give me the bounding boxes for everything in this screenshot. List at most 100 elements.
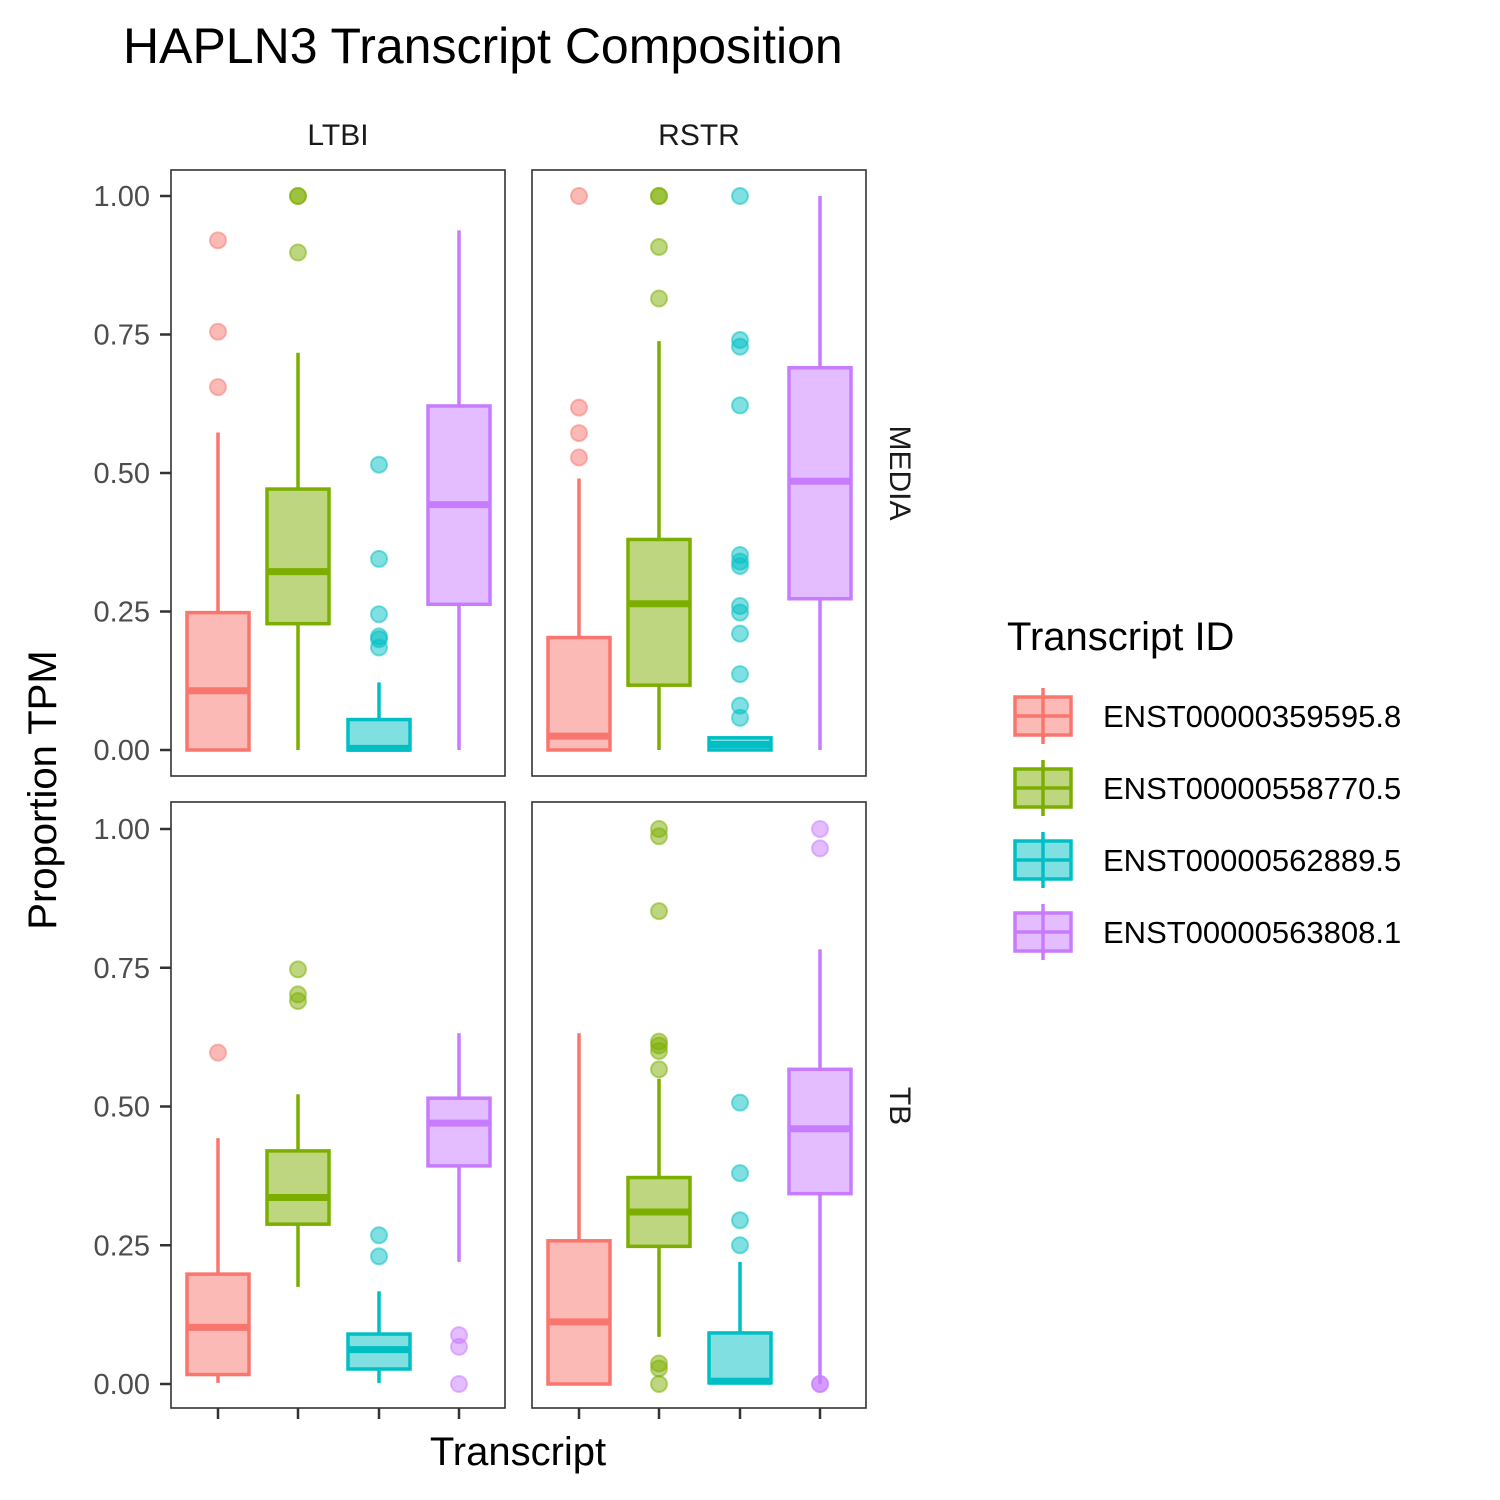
outlier-point xyxy=(731,1211,749,1230)
outlier-point xyxy=(370,605,388,624)
box-enst00000563808-1 xyxy=(787,820,853,1393)
box-enst00000562889-5 xyxy=(346,455,412,752)
y-tick-label: 0.50 xyxy=(94,1092,150,1124)
outlier-point xyxy=(570,448,588,467)
outlier-point xyxy=(650,237,668,256)
strip-label-tb: TB xyxy=(883,1087,916,1125)
outlier-point xyxy=(650,289,668,308)
outlier-point xyxy=(811,820,829,838)
y-tick-label: 0.75 xyxy=(94,953,150,985)
box-enst00000562889-5 xyxy=(346,1226,412,1383)
y-tick-label: 0.50 xyxy=(94,458,150,490)
outlier-point xyxy=(650,1060,668,1079)
outlier-point xyxy=(450,1326,468,1345)
outlier-point xyxy=(650,1354,668,1373)
strip-label-rstr: RSTR xyxy=(658,119,740,152)
y-tick-label: 1.00 xyxy=(94,814,150,846)
legend-label: ENST00000562889.5 xyxy=(1103,843,1401,878)
outlier-point xyxy=(731,624,749,643)
strip-label-ltbi: LTBI xyxy=(307,119,368,152)
outlier-point xyxy=(650,1032,668,1051)
outlier-point xyxy=(209,1043,227,1062)
outlier-point xyxy=(570,424,588,443)
box-enst00000562889-5 xyxy=(707,187,773,752)
axes-layer: 0.00 0.25 0.50 0.75 1.00 0.00 0.25 0.50 0.75 1.00 xyxy=(94,181,822,1419)
box-enst00000359595-8 xyxy=(185,1043,251,1383)
outlier-point xyxy=(370,627,388,646)
y-tick-label: 0.25 xyxy=(94,597,150,629)
outlier-point xyxy=(209,231,227,250)
box-iqr xyxy=(626,537,692,687)
outlier-point xyxy=(731,596,749,615)
box-iqr xyxy=(707,1331,773,1385)
outlier-point xyxy=(289,187,307,205)
outlier-point xyxy=(289,985,307,1004)
box-iqr xyxy=(426,1096,492,1168)
box-enst00000359595-8 xyxy=(546,1033,612,1386)
x-axis-title: Transcript xyxy=(430,1430,606,1474)
outlier-point xyxy=(650,187,668,205)
legend-item-enst00000562889-5: ENST00000562889.5 xyxy=(1013,832,1401,888)
outlier-point xyxy=(370,1247,388,1266)
outlier-point xyxy=(209,378,227,397)
outlier-point xyxy=(370,549,388,568)
box-enst00000558770-5 xyxy=(626,187,692,750)
box-enst00000359595-8 xyxy=(185,231,251,752)
outlier-point xyxy=(650,902,668,921)
outlier-point xyxy=(731,396,749,415)
outlier-point xyxy=(731,1093,749,1112)
box-iqr xyxy=(546,635,612,752)
panel-rstr-tb xyxy=(531,801,867,1409)
box-iqr xyxy=(265,487,331,626)
outlier-point xyxy=(289,243,307,262)
box-enst00000562889-5 xyxy=(707,1093,773,1385)
outlier-point xyxy=(811,839,829,858)
outlier-point xyxy=(289,960,307,979)
outlier-point xyxy=(731,665,749,684)
y-tick-label: 0.00 xyxy=(94,735,150,767)
outlier-point xyxy=(570,187,588,205)
box-enst00000558770-5 xyxy=(626,820,692,1393)
box-iqr xyxy=(265,1149,331,1226)
legend-item-enst00000558770-5: ENST00000558770.5 xyxy=(1013,760,1401,816)
y-tick-label: 0.75 xyxy=(94,320,150,352)
outlier-point xyxy=(731,1236,749,1255)
box-enst00000563808-1 xyxy=(426,230,492,750)
y-tick-label: 0.25 xyxy=(94,1230,150,1262)
panel-ltbi-tb xyxy=(170,801,506,1409)
strip-label-media: MEDIA xyxy=(883,425,916,520)
legend-title: Transcript ID xyxy=(1007,615,1234,659)
panels-layer xyxy=(170,169,867,1409)
box-enst00000359595-8 xyxy=(546,187,612,752)
y-tick-label: 1.00 xyxy=(94,181,150,213)
outlier-point xyxy=(731,545,749,564)
outlier-point xyxy=(570,398,588,417)
box-enst00000563808-1 xyxy=(426,1033,492,1393)
y-tick-label: 0.00 xyxy=(94,1369,150,1401)
legend-item-enst00000563808-1: ENST00000563808.1 xyxy=(1013,904,1401,960)
outlier-point xyxy=(209,322,227,341)
legend-label: ENST00000558770.5 xyxy=(1103,771,1401,806)
legend-item-enst00000359595-8: ENST00000359595.8 xyxy=(1013,688,1401,744)
outlier-point xyxy=(650,820,668,838)
outlier-point xyxy=(370,455,388,474)
outlier-point xyxy=(650,1375,668,1393)
legend: ENST00000359595.8 ENST00000558770.5 ENST00… xyxy=(1013,688,1401,960)
chart-title: HAPLN3 Transcript Composition xyxy=(123,18,843,74)
outlier-point xyxy=(811,1375,829,1393)
outlier-point xyxy=(731,187,749,205)
box-enst00000563808-1 xyxy=(787,196,853,750)
outlier-point xyxy=(731,1164,749,1183)
box-iqr xyxy=(546,1239,612,1386)
panel-ltbi-media xyxy=(170,169,506,777)
legend-label: ENST00000563808.1 xyxy=(1103,915,1401,950)
outlier-point xyxy=(370,1226,388,1245)
panel-rstr-media xyxy=(531,169,867,777)
box-enst00000558770-5 xyxy=(265,187,331,750)
legend-label: ENST00000359595.8 xyxy=(1103,699,1401,734)
outlier-point xyxy=(450,1375,468,1393)
box-enst00000558770-5 xyxy=(265,960,331,1287)
outlier-point xyxy=(731,696,749,715)
box-iqr xyxy=(185,610,251,752)
